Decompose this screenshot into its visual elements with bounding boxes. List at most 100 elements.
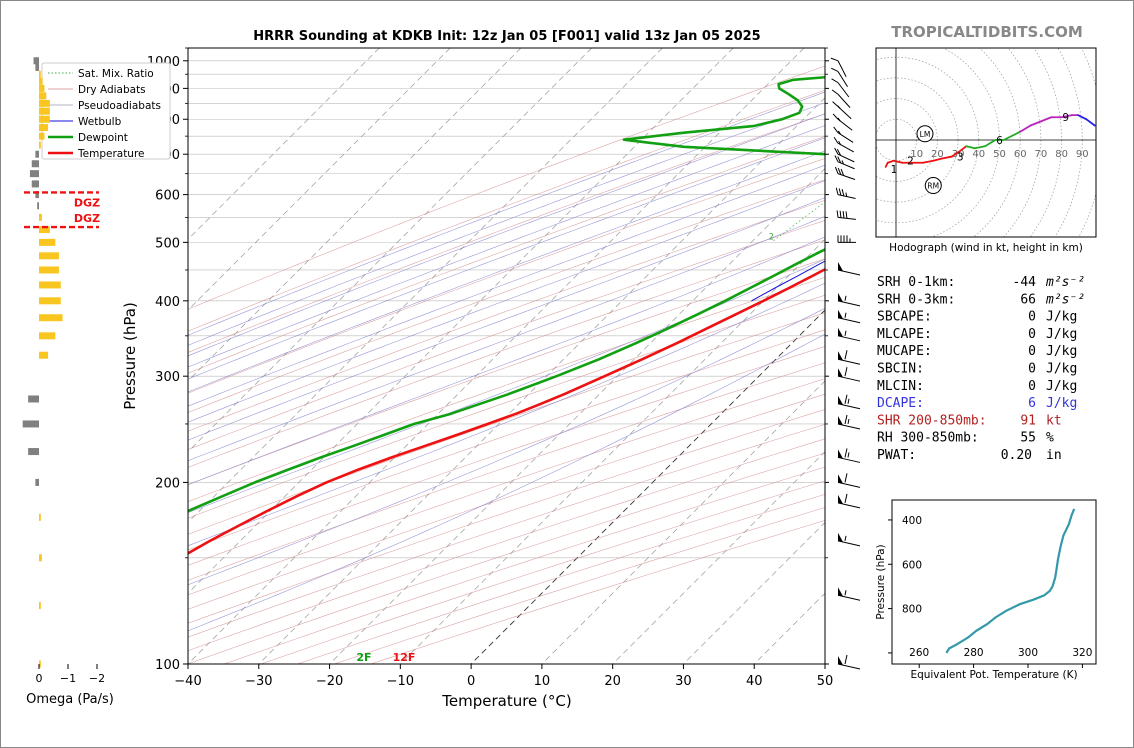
omega-bar [39,513,41,521]
omega-bar [28,395,39,403]
moist-adiabat-line [188,307,825,586]
wind-barb [834,155,855,170]
mixing-ratio-label: 4 [829,232,834,242]
wind-barb-flag [838,449,843,459]
stat-unit: J/kg [1046,396,1077,411]
legend-entry: Temperature [77,148,145,160]
hodograph-frame [875,47,1097,238]
skew-series: 2F 12F [188,75,825,664]
wind-barb-feather [844,654,848,665]
isotherm-line [188,48,663,523]
omega-bar [39,99,50,107]
stat-value: 91 [1020,413,1036,428]
skew-y-tick-label: 100 [155,658,180,673]
legend-entry: Dewpoint [78,132,128,144]
wind-barb-shaft [837,403,861,410]
omega-bar [35,478,39,486]
skew-x-label: Temperature (°C) [441,692,571,710]
isotherm-line [258,97,825,664]
omega-bar [39,602,41,610]
wind-barb-shaft [837,317,861,324]
dry-adiabat-line [188,220,825,450]
stat-value: -44 [1013,275,1037,290]
wind-barb-shaft [837,375,861,382]
skew-y-tick-label: 600 [155,189,180,204]
isotherm-line [188,48,805,664]
stat-unit: m²s⁻² [1045,292,1085,307]
omega-bar [39,226,50,234]
dry-adiabat-line [188,113,825,353]
hodograph-ring-label: 90 [1076,149,1089,160]
hodograph-series: 12 3 6 9 LM RM [884,112,1096,195]
hodograph-ring-label: 40 [972,149,985,160]
wind-barb-feather [833,126,839,133]
stat-unit: % [1046,431,1054,446]
wind-barb [837,261,861,276]
wind-barb-feather [835,187,839,195]
wind-barb [833,126,854,143]
wind-barb-half [837,117,841,122]
theta-e-y-tick-label: 600 [902,559,922,571]
moist-adiabat-line [188,137,825,380]
wind-barb-half [844,312,847,318]
hodograph-segment [940,155,953,160]
wind-barb-feather [837,156,842,164]
dry-adiabat-line [188,65,825,310]
stats-panel: SRH 0-1km: -44 m²s⁻² SRH 0-3km: 66 m²s⁻² SBCAP… [877,275,1085,463]
wind-barb-shaft [837,502,861,509]
mixing-ratio-label: 2 [769,232,774,242]
isotherm-line [612,451,825,664]
hodograph-ring-label: 20 [931,149,944,160]
wind-barb-feather [832,101,839,107]
skew-x-tick-label: 40 [746,674,763,689]
wind-barb-shaft [837,540,861,547]
omega-bar [35,150,39,158]
wind-barb-feather [845,211,848,219]
wind-barb [837,414,861,430]
wind-barb-shaft [837,456,861,463]
wind-barb-feather [838,188,842,196]
wind-barb-feather [842,211,845,219]
stat-unit: kt [1046,413,1062,428]
mixing-ratio-line [1008,48,1134,242]
theta-e-y-tick-label: 400 [902,515,922,527]
theta-e-frame [891,499,1097,665]
hodograph-segment [932,157,943,162]
omega-bar [31,160,39,168]
dry-adiabat-line [188,329,825,551]
wind-barb-flag [838,474,843,484]
moist-adiabat-line [188,236,825,485]
wind-barb-shaft [837,423,861,430]
stat-label: MLCIN: [877,379,924,394]
omega-bar [39,332,56,340]
mixing-ratio-line [897,48,1134,242]
stat-value: 55 [1020,431,1036,446]
omega-bar [37,202,39,210]
wind-barb-half [844,295,847,301]
wind-barb [837,309,861,324]
omega-bar [39,554,42,562]
omega-bar [39,132,45,140]
legend-entry: Sat. Mix. Ratio [78,68,154,80]
wind-barb-shaft [837,60,847,78]
wind-barb [837,473,861,488]
stat-label: SRH 0-3km: [877,292,955,307]
isotherm-line [188,48,734,594]
wind-barb [831,67,848,88]
wind-barb-feather [844,473,848,483]
wind-barb-flag [838,494,843,504]
wind-barb [835,187,856,200]
wind-barb-feather [837,167,842,175]
stat-unit: m²s⁻² [1045,275,1085,290]
wind-barb-feather [844,350,848,360]
stat-unit: J/kg [1046,344,1077,359]
stat-label: MLCAPE: [877,327,932,342]
omega-x-tick-label: −1 [60,672,76,685]
wind-barb-feather [833,136,839,144]
wind-barb-half [837,105,841,109]
wind-barb-feather [831,67,839,72]
dry-adiabat-line [188,393,825,610]
wind-barb [834,147,855,163]
omega-bar [29,170,39,178]
